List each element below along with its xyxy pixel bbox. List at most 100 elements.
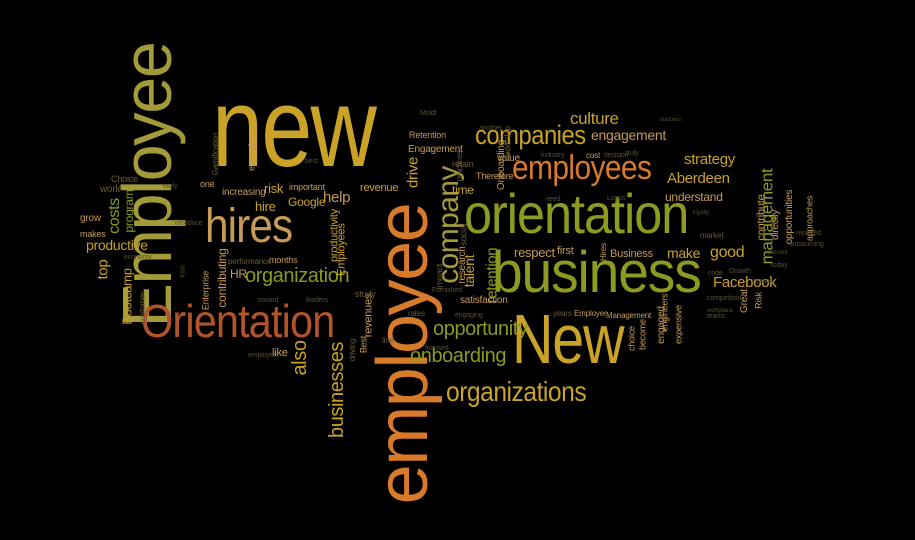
word-economy: economy <box>124 254 152 261</box>
word-revenue: revenue <box>360 182 399 194</box>
word-top-vertical: top <box>94 259 112 280</box>
word-drive-vertical: drive <box>404 157 422 189</box>
word-orientation: orientation <box>464 182 689 245</box>
word-rates: rates <box>408 309 425 318</box>
word-workplace: workplace <box>707 308 733 314</box>
word-expensive-vertical: expensive <box>673 305 684 344</box>
word-work: work <box>100 184 121 195</box>
word-also-vertical: also <box>289 340 311 376</box>
word-choice-vertical: choice <box>626 326 637 351</box>
word-approaches-vertical: approaches <box>804 195 815 242</box>
word-organizations: organizations <box>446 376 587 407</box>
word-leadership-vertical: leadership <box>503 126 512 162</box>
word-today: today <box>771 262 788 269</box>
word-respect: respect <box>514 245 555 260</box>
word-leaders: leaders <box>306 297 328 304</box>
word-business-small: Business <box>610 248 653 260</box>
word-grow: grow <box>80 213 101 224</box>
word-furnished: Furnished <box>432 287 462 294</box>
word-companies: companies <box>475 120 586 150</box>
word-hires-small-vertical: Hires <box>599 243 608 261</box>
word-time: time <box>452 183 474 197</box>
word-makes: makes <box>80 229 106 239</box>
word-opportunity: opportunity <box>433 318 528 340</box>
word-increasing: increasing <box>222 187 266 198</box>
word-program-vertical: program <box>122 189 136 233</box>
word-months: months <box>269 255 298 265</box>
word-need: need <box>545 196 561 203</box>
word-understand: understand <box>665 190 723 204</box>
word-introduce: introduce <box>175 220 203 227</box>
word-loyalty: loyalty <box>693 210 710 216</box>
word-good: good <box>710 244 745 261</box>
word-logos: Logos <box>607 195 626 202</box>
word-orientation-capital: Orientation <box>141 295 335 347</box>
word-retain: retain <box>452 159 474 169</box>
word-market: market <box>700 231 724 240</box>
word-practices: practices <box>455 150 464 182</box>
word-social-vertical: social <box>458 223 469 246</box>
word-risk-small-vertical: Risk <box>753 292 764 309</box>
word-organization: organization <box>245 265 350 287</box>
word-industry: industry <box>541 152 565 159</box>
word-businesses-vertical: businesses <box>326 341 348 439</box>
word-hires: hires <box>205 200 293 253</box>
word-teams: teams <box>707 313 726 320</box>
word-another: another <box>479 125 502 132</box>
word-execution-vertical: execution <box>246 134 257 171</box>
word-focused: focused <box>425 345 449 352</box>
word-engagement-small: Engagement <box>408 144 463 155</box>
word-great-vertical: Great <box>739 289 750 314</box>
word-new-capital: New <box>512 300 625 378</box>
word-toward: toward <box>258 297 279 304</box>
word-engaging: engaging <box>455 312 483 319</box>
word-study: study <box>355 289 376 299</box>
word-satisfaction: satisfaction <box>460 295 508 306</box>
word-employees-small-vertical: Employees <box>335 223 348 276</box>
word-like: like <box>272 347 288 359</box>
word-retention-small: Retention <box>409 130 446 140</box>
word-make: make <box>667 245 701 261</box>
word-risk: risk <box>264 181 284 196</box>
word-enterprise-vertical: Enterprise <box>200 270 211 311</box>
word-growth: Growth <box>729 268 751 275</box>
word-aberdeen: Aberdeen <box>667 170 730 187</box>
word-directly-vertical: directly <box>770 209 781 241</box>
word-employees: employees <box>512 149 652 187</box>
word-loss-vertical: loss <box>179 265 187 278</box>
word-engagement: engagement <box>591 127 667 143</box>
word-competition: competition <box>707 295 742 302</box>
word-value: value <box>497 153 520 164</box>
word-moldt: Moldt <box>420 110 437 117</box>
word-driving-vertical: driving <box>348 338 357 362</box>
word-hr: HR <box>230 267 247 281</box>
word-decision: decision <box>604 152 629 159</box>
word-cost: cost <box>586 151 601 160</box>
word-best-vertical: Best <box>358 335 369 354</box>
word-performance: performance <box>228 257 272 266</box>
word-employer: Employer <box>574 309 607 318</box>
word-management-small: Management <box>606 311 652 320</box>
word-engineers-vertical: engineers <box>659 293 670 332</box>
word-first: first <box>557 245 574 257</box>
word-business: business <box>492 240 702 305</box>
word-bootcamp-vertical: Bootcamp <box>119 268 135 325</box>
word-reported: reported <box>796 230 821 237</box>
word-success: success <box>660 117 681 123</box>
word-code: code <box>708 270 723 277</box>
word-choice-capital: Choice <box>111 174 138 184</box>
word-become-vertical: become <box>637 319 648 350</box>
word-gamification-vertical: Gamification <box>211 132 220 176</box>
word-costs-vertical: costs <box>106 198 123 234</box>
word-important: important <box>289 182 325 192</box>
word-productive: productive <box>86 237 148 253</box>
word-onboarding: onboarding <box>410 345 507 367</box>
word-percent: percent <box>768 250 788 256</box>
word-contribute-vertical: contribute <box>755 194 768 241</box>
word-new-large: new <box>212 65 377 190</box>
word-hire: hire <box>255 199 276 214</box>
word-culture: culture <box>570 109 619 128</box>
word-outsourcing: outsourcing <box>789 241 824 248</box>
word-google: Google <box>288 195 326 209</box>
